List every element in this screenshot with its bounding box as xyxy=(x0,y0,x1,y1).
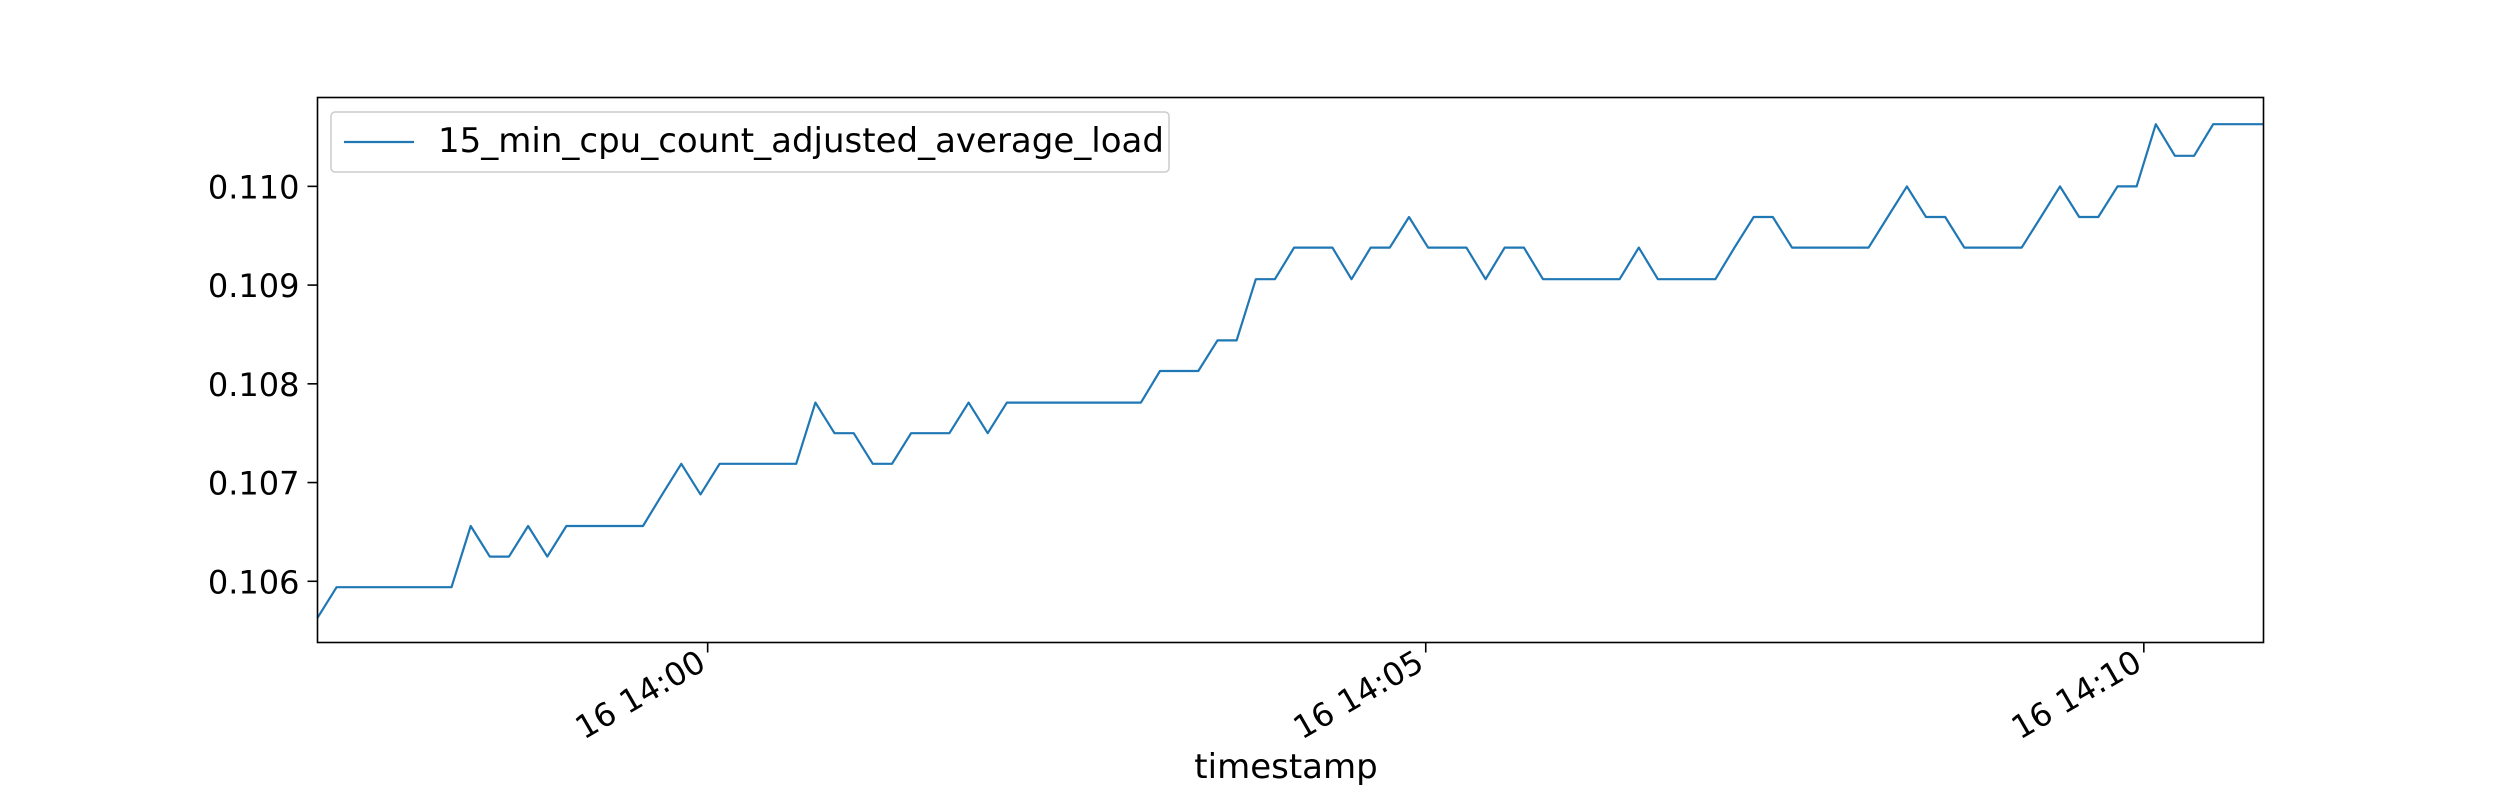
series-line xyxy=(316,123,2264,619)
y-tick-label: 0.109 xyxy=(208,267,300,305)
y-tick-label: 0.106 xyxy=(208,563,300,601)
plot-series xyxy=(316,123,2264,619)
y-tick-label: 0.108 xyxy=(208,366,300,404)
x-tick-label: 16 14:05 xyxy=(1287,643,1430,747)
legend: 15_min_cpu_count_adjusted_average_load xyxy=(330,111,1170,173)
x-tick-label: 16 14:10 xyxy=(2005,643,2148,747)
legend-box xyxy=(330,111,1170,173)
x-axis: 16 14:00 16 14:05 16 14:10 xyxy=(569,642,2148,747)
plot-frame xyxy=(316,96,2265,644)
y-tick-label: 0.107 xyxy=(208,465,300,503)
y-axis: 0.106 0.107 0.108 0.109 0.110 xyxy=(208,168,318,601)
x-axis-label: timestamp xyxy=(1194,747,1377,787)
x-tick-label: 16 14:00 xyxy=(569,643,712,747)
y-tick-label: 0.110 xyxy=(208,168,300,206)
legend-label: 15_min_cpu_count_adjusted_average_load xyxy=(438,121,1164,161)
